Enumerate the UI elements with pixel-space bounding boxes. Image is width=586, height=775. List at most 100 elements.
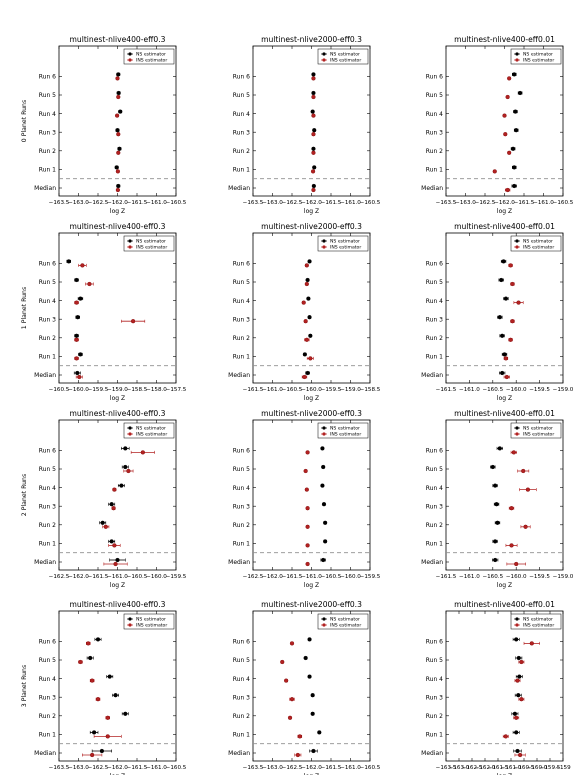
legend-swatch-marker bbox=[128, 426, 132, 430]
ins-series bbox=[301, 263, 314, 380]
legend-label: NS estimator bbox=[523, 426, 553, 432]
subplot-4-2: multinest-nlive2000-eff0.3−163.5−163.0−1… bbox=[228, 600, 381, 775]
legend-box bbox=[317, 613, 369, 630]
data-point bbox=[113, 693, 118, 698]
x-tick-label: −163.5 bbox=[243, 765, 264, 771]
data-point bbox=[78, 296, 83, 301]
data-point bbox=[91, 730, 97, 735]
x-tick-label: −159.5 bbox=[360, 574, 381, 580]
y-tick-label: Run 4 bbox=[233, 676, 250, 683]
data-point bbox=[77, 374, 82, 380]
data-point bbox=[74, 300, 79, 305]
legend-label: INS estimator bbox=[136, 245, 167, 251]
x-tick-label: −161.0 bbox=[340, 200, 361, 206]
y-tick-label: Run 3 bbox=[39, 694, 56, 701]
y-axis-label: 1 Planet Runs bbox=[21, 287, 28, 329]
y-tick-label: Run 6 bbox=[39, 261, 56, 268]
y-tick-label: Median bbox=[421, 750, 443, 757]
data-point bbox=[80, 263, 85, 268]
data-point bbox=[131, 319, 136, 324]
data-point bbox=[280, 659, 285, 665]
data-point bbox=[303, 319, 308, 324]
y-tick-label: Run 3 bbox=[426, 694, 443, 701]
data-point bbox=[311, 187, 316, 193]
data-point bbox=[116, 72, 121, 77]
legend-box bbox=[317, 422, 369, 439]
x-tick-label: −161.0 bbox=[459, 574, 480, 580]
data-point bbox=[514, 730, 519, 735]
y-tick-label: Run 5 bbox=[233, 279, 250, 286]
data-point bbox=[95, 697, 101, 702]
data-point bbox=[311, 113, 316, 118]
x-tick-label: −162.5 bbox=[282, 765, 303, 771]
y-tick-label: Run 1 bbox=[39, 732, 56, 739]
data-point bbox=[305, 561, 310, 567]
y-tick-label: Run 3 bbox=[39, 129, 56, 136]
x-tick-label: −159.0 bbox=[553, 387, 574, 393]
subplot-1-1: multinest-nlive400-eff0.3−163.5−163.0−16… bbox=[21, 35, 187, 215]
data-point bbox=[305, 543, 310, 548]
data-point bbox=[517, 674, 522, 679]
axes-frame bbox=[445, 419, 564, 571]
y-tick-label: Run 1 bbox=[39, 167, 56, 174]
x-tick-label: −158.5 bbox=[360, 387, 381, 393]
x-axis-label: log Z bbox=[497, 208, 512, 215]
ins-series bbox=[310, 76, 316, 193]
data-point bbox=[302, 374, 307, 380]
data-point bbox=[502, 113, 507, 118]
y-tick-label: Run 1 bbox=[426, 354, 443, 361]
y-tick-label: Run 1 bbox=[233, 732, 250, 739]
data-point bbox=[123, 711, 128, 716]
data-point bbox=[305, 524, 310, 529]
data-point bbox=[512, 711, 517, 716]
x-tick-label: −160.5 bbox=[166, 765, 187, 771]
x-tick-label: −161.0 bbox=[146, 765, 167, 771]
x-tick-label: −158.0 bbox=[146, 387, 167, 393]
x-tick-label: −159.5 bbox=[529, 574, 550, 580]
x-tick-label: −160.0 bbox=[527, 765, 548, 771]
ns-series bbox=[497, 259, 509, 376]
data-point bbox=[295, 752, 300, 758]
legend-swatch-marker bbox=[128, 239, 132, 243]
data-point bbox=[493, 539, 498, 544]
ins-series bbox=[492, 76, 512, 193]
data-point bbox=[304, 263, 309, 268]
x-tick-label: −160.5 bbox=[127, 574, 148, 580]
data-point bbox=[304, 487, 309, 492]
y-tick-label: Run 5 bbox=[426, 92, 443, 99]
ins-series bbox=[505, 450, 537, 567]
ins-series bbox=[78, 641, 122, 758]
legend-swatch-marker bbox=[515, 52, 519, 56]
data-point bbox=[90, 752, 95, 758]
x-tick-label: −162.0 bbox=[494, 200, 515, 206]
legend-label: INS estimator bbox=[330, 432, 361, 438]
legend-box bbox=[317, 48, 369, 65]
data-point bbox=[88, 655, 93, 661]
legend-label: NS estimator bbox=[523, 52, 553, 58]
x-tick-label: −162.5 bbox=[462, 765, 483, 771]
data-point bbox=[78, 352, 83, 357]
data-point bbox=[503, 296, 509, 301]
subplot-title: multinest-nlive400-eff0.3 bbox=[70, 600, 166, 609]
data-point bbox=[517, 752, 523, 758]
legend-label: INS estimator bbox=[330, 623, 361, 629]
data-point bbox=[75, 315, 80, 320]
legend-label: INS estimator bbox=[523, 432, 554, 438]
legend-swatch-marker bbox=[128, 58, 132, 62]
y-tick-label: Run 2 bbox=[233, 335, 250, 342]
x-tick-label: −162.0 bbox=[262, 574, 283, 580]
legend-label: INS estimator bbox=[136, 432, 167, 438]
x-tick-label: −161.5 bbox=[127, 200, 148, 206]
data-point bbox=[307, 637, 312, 642]
data-point bbox=[90, 678, 95, 683]
data-point bbox=[116, 90, 121, 96]
x-tick-label: −159.0 bbox=[107, 387, 128, 393]
x-tick-label: −160.5 bbox=[166, 200, 187, 206]
data-point bbox=[310, 169, 316, 174]
x-tick-label: −160.5 bbox=[360, 200, 381, 206]
legend-swatch-marker bbox=[128, 623, 132, 627]
legend-swatch-marker bbox=[515, 245, 519, 249]
y-tick-label: Run 2 bbox=[233, 148, 250, 155]
x-tick-label: −163.0 bbox=[68, 200, 89, 206]
x-tick-label: −161.5 bbox=[243, 387, 264, 393]
